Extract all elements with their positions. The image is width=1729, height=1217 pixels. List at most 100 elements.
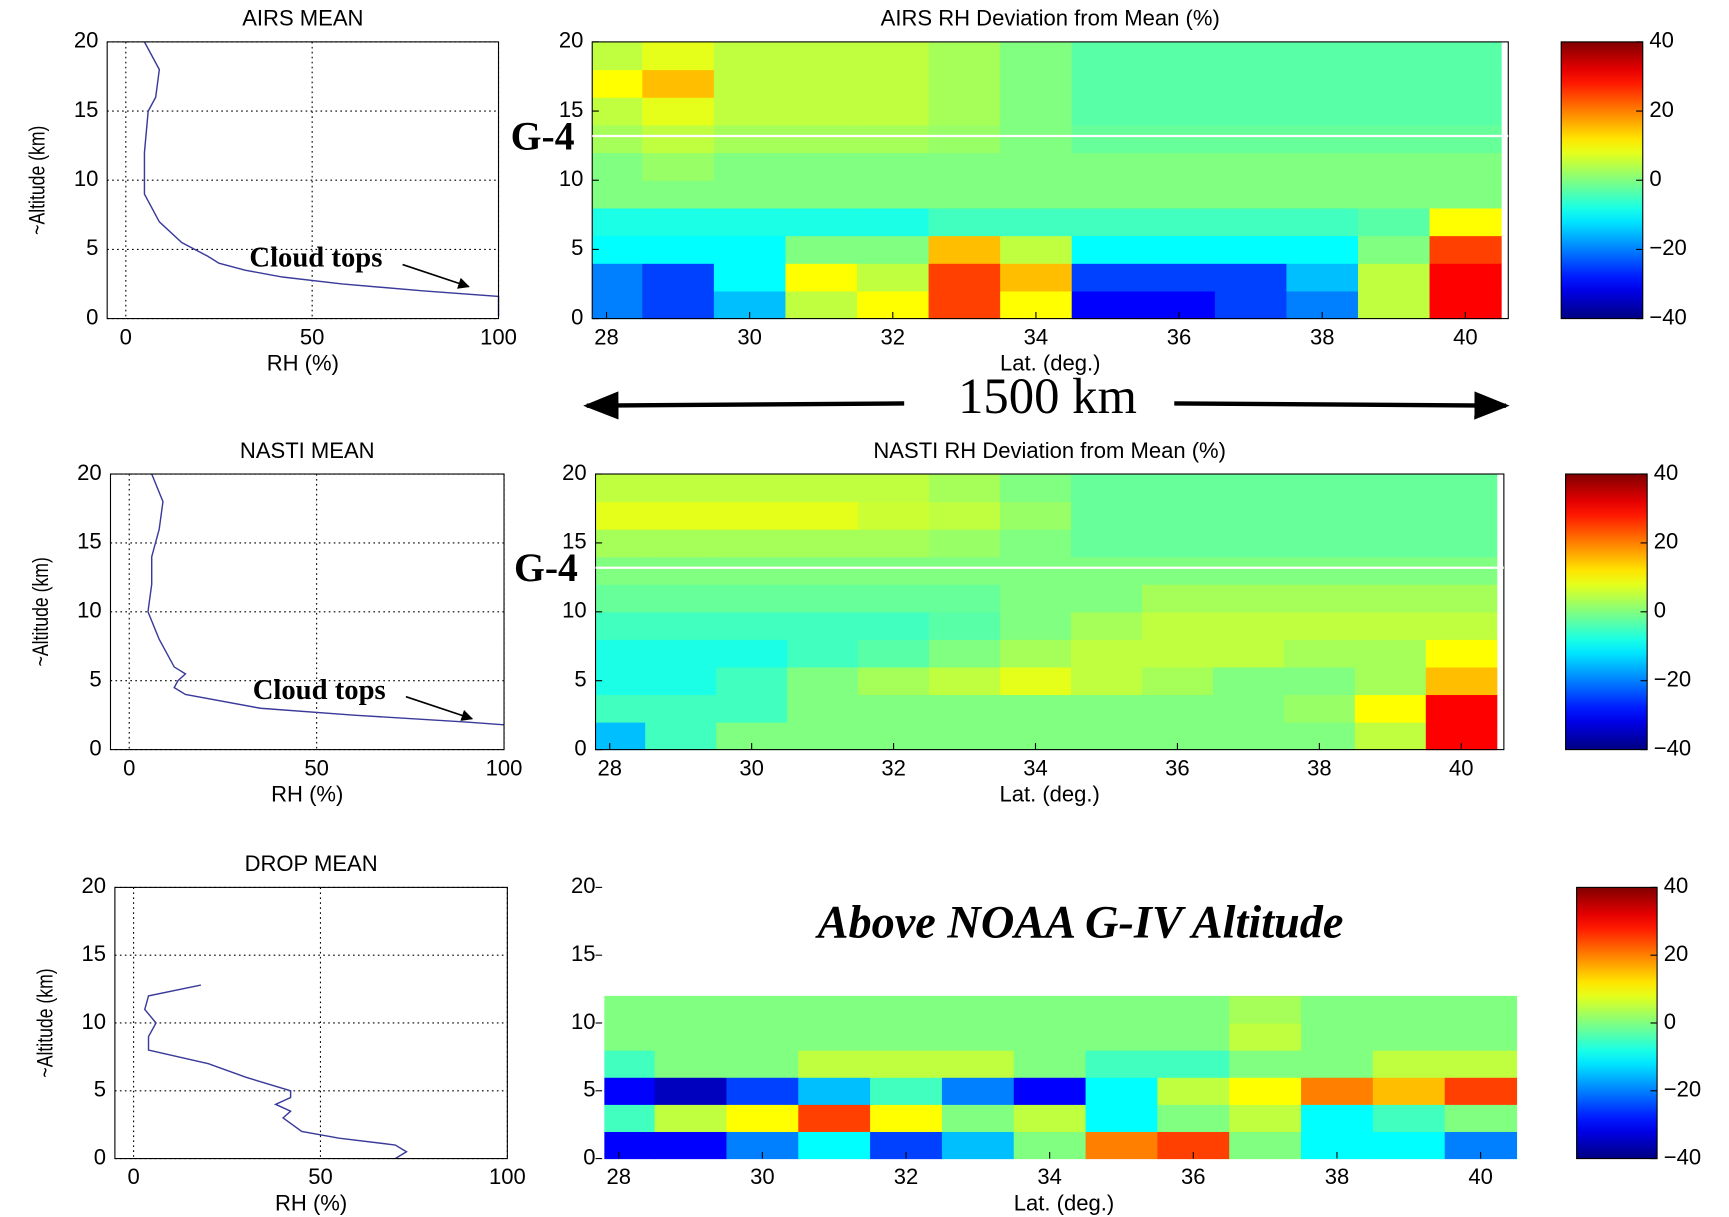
heatmap-cell <box>592 124 643 154</box>
plot-frame <box>114 886 508 1160</box>
heatmap-cell <box>1372 1131 1446 1160</box>
heatmap-cell <box>595 666 646 696</box>
heatmap-cell <box>1085 1022 1158 1051</box>
y-tick-label: 20 <box>77 460 102 485</box>
heatmap-cell <box>595 474 646 503</box>
heatmap-cell <box>595 611 646 640</box>
x-tick-label: 0 <box>123 755 135 780</box>
heatmap-cell <box>1301 1077 1374 1105</box>
heatmap-cell <box>716 694 788 723</box>
plot-frame <box>106 41 500 320</box>
heatmap-cell <box>787 501 859 530</box>
heatmap-cell <box>1444 1077 1518 1105</box>
heatmap-cell <box>645 722 717 751</box>
heatmap-cell <box>654 1104 727 1133</box>
x-tick-label: 28 <box>606 1164 631 1189</box>
heatmap-cell <box>716 501 788 530</box>
y-tick-label: 5 <box>574 667 586 692</box>
heatmap-cell <box>941 1077 1015 1105</box>
heatmap-cell <box>929 529 1001 558</box>
scale-arrow-right <box>1174 391 1510 420</box>
colorbar-tick-label: 20 <box>1654 529 1679 554</box>
colorbar-tick-label: 0 <box>1649 166 1661 191</box>
heatmap-cell <box>1354 474 1427 503</box>
heatmap-cell <box>870 1104 943 1133</box>
heatmap-cell <box>928 69 1001 98</box>
heatmap-cell <box>929 584 1001 613</box>
heatmap-cell <box>713 235 787 264</box>
heatmap-cell <box>1071 69 1144 98</box>
heatmap-cell <box>654 1050 727 1078</box>
heatmap-cell <box>716 556 788 585</box>
heatmap-cell <box>1425 694 1498 723</box>
heatmap-cell <box>870 1077 943 1105</box>
heatmap-cell <box>857 41 930 71</box>
heatmap-cell <box>798 1104 871 1133</box>
heatmap-cell <box>645 556 717 585</box>
colorbar-tick-label: 40 <box>1664 873 1689 898</box>
heatmap-cell <box>941 1050 1015 1078</box>
heatmap-cell <box>1000 69 1073 98</box>
heatmap-cell <box>1429 207 1502 237</box>
heatmap-cell <box>595 639 646 668</box>
heatmap-cell <box>1212 501 1285 530</box>
heatmap-cell <box>1286 69 1359 98</box>
y-tick-label: 5 <box>86 235 98 260</box>
colorbar-tick-label: 40 <box>1649 28 1674 53</box>
heatmap-cell <box>1283 639 1356 668</box>
y-tick-label: 10 <box>559 166 584 191</box>
heatmap-cell <box>1425 529 1498 558</box>
heatmap-cell <box>1357 124 1431 154</box>
heatmap-cell <box>1214 235 1287 264</box>
y-tick-label: 10 <box>562 598 587 623</box>
x-tick-label: 38 <box>1310 324 1335 349</box>
heatmap-cell <box>928 290 1001 320</box>
heatmap-cell <box>1070 722 1143 751</box>
heatmap-cell <box>1013 1104 1087 1133</box>
heatmap-cell <box>1070 639 1143 668</box>
colorbar <box>1576 886 1658 1160</box>
x-tick-label: 36 <box>1165 755 1190 780</box>
heatmap-cell <box>654 1131 727 1160</box>
heatmap-cell <box>1372 1050 1446 1078</box>
heatmap-cell <box>1425 584 1498 613</box>
x-tick-label: 40 <box>1449 755 1474 780</box>
y-tick-label: 0 <box>574 735 586 760</box>
heatmap-cell <box>1214 180 1287 209</box>
colorbar-tick-label: 0 <box>1664 1009 1676 1034</box>
heatmap-cell <box>1444 995 1518 1024</box>
heatmap-cell <box>1085 1104 1158 1133</box>
heatmap-cell <box>928 207 1001 237</box>
y-tick-label: 15 <box>77 529 102 554</box>
x-axis-label: Lat. (deg.) <box>1014 1191 1114 1216</box>
heatmap-cell <box>928 97 1001 126</box>
x-tick-label: 0 <box>127 1164 139 1189</box>
heatmap-cell <box>592 290 643 320</box>
heatmap-cell <box>858 694 930 723</box>
x-tick-label: 36 <box>1181 1164 1206 1189</box>
x-axis-label: RH (%) <box>267 351 339 376</box>
heatmap-cell <box>1429 124 1502 154</box>
heatmap-cell <box>592 97 643 126</box>
heatmap-cell <box>1000 235 1073 264</box>
heatmap-cell <box>1357 235 1431 264</box>
y-tick-label: 5 <box>571 235 583 260</box>
heatmap-cell <box>1286 235 1359 264</box>
heatmap-cell <box>787 556 859 585</box>
y-tick-label: 5 <box>583 1077 595 1102</box>
heatmap-cell <box>1000 180 1073 209</box>
heatmap-cell <box>592 69 643 98</box>
heatmap-cell <box>798 1077 871 1105</box>
heatmap-cell <box>645 584 717 613</box>
heatmap-cell <box>1444 1022 1518 1051</box>
heatmap-cell <box>928 235 1001 264</box>
heatmap-cell <box>713 69 787 98</box>
heatmap-cell <box>595 584 646 613</box>
heatmap-cell <box>1429 263 1502 292</box>
heatmap-cell <box>941 995 1015 1024</box>
heatmap-cell <box>1357 207 1431 237</box>
heatmap-cell <box>1013 1050 1087 1078</box>
x-tick-label: 40 <box>1468 1164 1493 1189</box>
heatmap-cell <box>870 1022 943 1051</box>
